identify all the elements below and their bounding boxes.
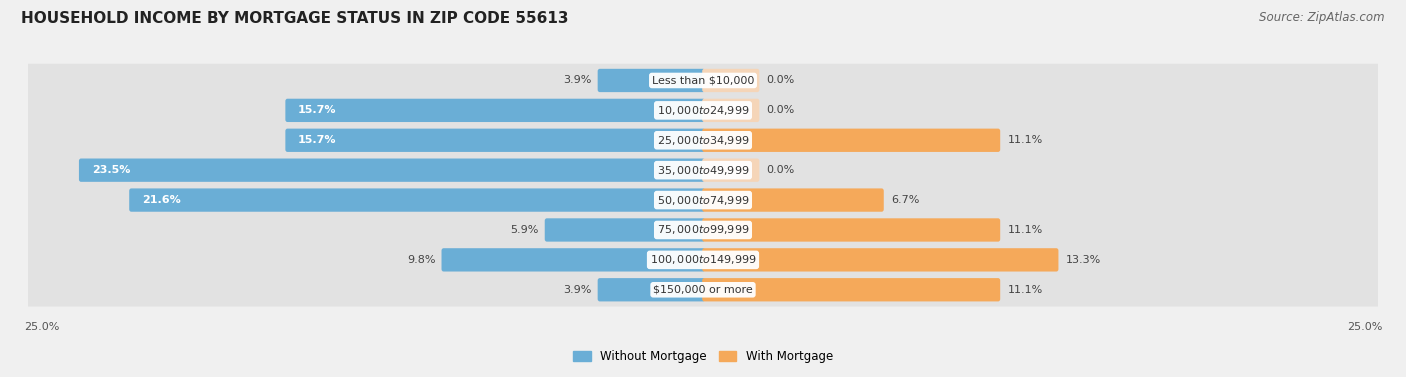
FancyBboxPatch shape bbox=[24, 64, 1382, 97]
Text: $35,000 to $49,999: $35,000 to $49,999 bbox=[657, 164, 749, 177]
Text: 6.7%: 6.7% bbox=[891, 195, 920, 205]
FancyBboxPatch shape bbox=[24, 213, 1382, 247]
Text: $150,000 or more: $150,000 or more bbox=[654, 285, 752, 295]
FancyBboxPatch shape bbox=[702, 69, 759, 92]
Text: 5.9%: 5.9% bbox=[510, 225, 538, 235]
FancyBboxPatch shape bbox=[702, 99, 759, 122]
Text: $50,000 to $74,999: $50,000 to $74,999 bbox=[657, 193, 749, 207]
FancyBboxPatch shape bbox=[598, 278, 706, 302]
FancyBboxPatch shape bbox=[702, 218, 1000, 242]
FancyBboxPatch shape bbox=[285, 99, 706, 122]
FancyBboxPatch shape bbox=[598, 69, 706, 92]
Text: 11.1%: 11.1% bbox=[1007, 285, 1043, 295]
FancyBboxPatch shape bbox=[702, 248, 1059, 271]
FancyBboxPatch shape bbox=[24, 153, 1382, 187]
Text: 0.0%: 0.0% bbox=[766, 75, 794, 86]
Text: 23.5%: 23.5% bbox=[91, 165, 129, 175]
Text: 0.0%: 0.0% bbox=[766, 165, 794, 175]
FancyBboxPatch shape bbox=[285, 129, 706, 152]
FancyBboxPatch shape bbox=[702, 278, 1000, 302]
Text: 15.7%: 15.7% bbox=[298, 135, 336, 145]
FancyBboxPatch shape bbox=[79, 158, 706, 182]
FancyBboxPatch shape bbox=[24, 124, 1382, 157]
FancyBboxPatch shape bbox=[702, 129, 1000, 152]
Text: 13.3%: 13.3% bbox=[1066, 255, 1101, 265]
FancyBboxPatch shape bbox=[544, 218, 706, 242]
Text: $75,000 to $99,999: $75,000 to $99,999 bbox=[657, 224, 749, 236]
FancyBboxPatch shape bbox=[24, 183, 1382, 217]
Text: 11.1%: 11.1% bbox=[1007, 225, 1043, 235]
FancyBboxPatch shape bbox=[129, 188, 706, 212]
Text: 0.0%: 0.0% bbox=[766, 105, 794, 115]
FancyBboxPatch shape bbox=[441, 248, 706, 271]
FancyBboxPatch shape bbox=[24, 243, 1382, 277]
Text: 21.6%: 21.6% bbox=[142, 195, 181, 205]
Text: $10,000 to $24,999: $10,000 to $24,999 bbox=[657, 104, 749, 117]
FancyBboxPatch shape bbox=[702, 158, 759, 182]
Legend: Without Mortgage, With Mortgage: Without Mortgage, With Mortgage bbox=[568, 346, 838, 368]
Text: HOUSEHOLD INCOME BY MORTGAGE STATUS IN ZIP CODE 55613: HOUSEHOLD INCOME BY MORTGAGE STATUS IN Z… bbox=[21, 11, 568, 26]
FancyBboxPatch shape bbox=[24, 273, 1382, 307]
Text: $100,000 to $149,999: $100,000 to $149,999 bbox=[650, 253, 756, 267]
FancyBboxPatch shape bbox=[702, 188, 884, 212]
Text: 11.1%: 11.1% bbox=[1007, 135, 1043, 145]
Text: 3.9%: 3.9% bbox=[564, 285, 592, 295]
Text: $25,000 to $34,999: $25,000 to $34,999 bbox=[657, 134, 749, 147]
Text: Source: ZipAtlas.com: Source: ZipAtlas.com bbox=[1260, 11, 1385, 24]
Text: 9.8%: 9.8% bbox=[408, 255, 436, 265]
FancyBboxPatch shape bbox=[24, 93, 1382, 127]
Text: 3.9%: 3.9% bbox=[564, 75, 592, 86]
Text: 15.7%: 15.7% bbox=[298, 105, 336, 115]
Text: Less than $10,000: Less than $10,000 bbox=[652, 75, 754, 86]
